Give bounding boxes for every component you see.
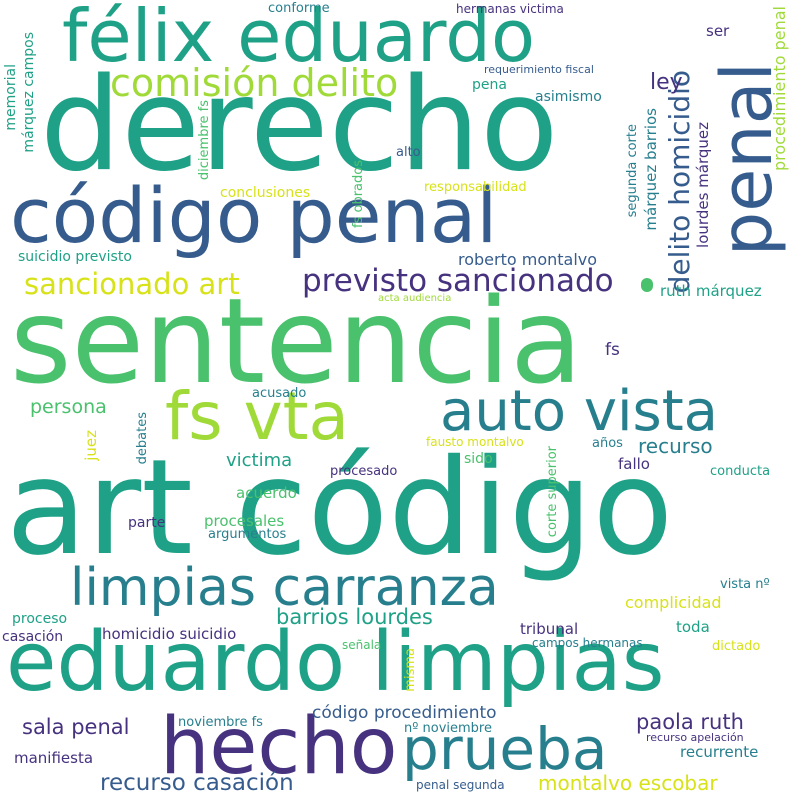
word-lourdes-marquez: lourdes márquez [694, 122, 712, 248]
word-sido: sido [464, 451, 493, 467]
word-hecho: hecho [160, 702, 398, 792]
word-recurrente: recurrente [680, 743, 759, 761]
word-roberto-montalvo: roberto montalvo [458, 250, 598, 269]
word-debates: debates [135, 412, 150, 465]
word-corte-superior: corte superior [545, 446, 560, 538]
word-hermanas-victima: hermanas victima [456, 2, 564, 16]
word-juez: juez [82, 430, 100, 461]
word-paola-ruth: paola ruth [636, 710, 744, 734]
word-fs-obrados: fs obrados [351, 160, 366, 228]
word-noviembre-fs: noviembre fs [178, 715, 263, 730]
word-memorial: memorial [3, 64, 19, 131]
word-sala-penal: sala penal [22, 715, 130, 739]
word-comision-delito: comisión delito [110, 61, 399, 105]
word-acusado: acusado [252, 386, 307, 401]
word-alto: alto [396, 145, 421, 160]
word-segunda-corte: segunda corte [625, 124, 640, 218]
word-vista-n: vista nº [720, 577, 770, 592]
word-fs-vta: fs vta [165, 378, 349, 455]
word-fausto-montalvo: fausto montalvo [426, 435, 524, 449]
word-felix-eduardo: félix eduardo [62, 0, 535, 78]
word-barrios-lourdes: barrios lourdes [276, 605, 433, 629]
word-toda: toda [676, 618, 710, 636]
word-homicidio-suicidio: homicidio suicidio [102, 625, 237, 643]
word-diciembre-fs: diciembre fs [197, 100, 212, 181]
word-procesado: procesado [330, 464, 398, 479]
word-procesales: procesales [204, 512, 285, 530]
word-misma: misma [403, 648, 418, 692]
word-fallo: fallo [618, 455, 650, 473]
word-acuerdo: acuerdo [236, 484, 297, 502]
word-manifiesta: manifiesta [14, 749, 94, 767]
word-codigo-penal: código penal [10, 171, 498, 260]
word-recurso: recurso [638, 434, 713, 458]
word-ser: ser [706, 22, 730, 40]
word-victima: victima [226, 450, 293, 471]
word-montalvo-escobar: montalvo escobar [538, 771, 718, 795]
word-sancionado-art: sancionado art [24, 267, 240, 301]
word-proceso: proceso [12, 611, 68, 627]
word-tribunal: tribunal [520, 620, 579, 638]
word-persona: persona [30, 396, 107, 418]
word-penal-segunda: penal segunda [416, 778, 505, 792]
word-auto-vista: auto vista [440, 379, 718, 444]
word-dictado: dictado [712, 639, 761, 654]
word-acta-audiencia: acta audiencia [378, 293, 452, 304]
word-campos-hermanas: campos hermanas [532, 636, 643, 650]
word-parte: parte [128, 515, 166, 531]
word-n-noviembre: nº noviembre [404, 721, 492, 736]
word-marquez-campos: márquez campos [21, 32, 37, 153]
word-ruth-marquez: ruth márquez [660, 282, 762, 300]
word-marquez-barrios: márquez barrios [642, 108, 660, 231]
word-ley: ley [650, 70, 683, 95]
word-argumentos: argumentos [208, 527, 287, 542]
word-casacion: casación [2, 629, 64, 645]
word-delito-homicidio: delito homicidio [663, 70, 696, 294]
word-pena: pena [472, 77, 507, 93]
word-conducta: conducta [710, 464, 771, 479]
word-art-codigo: art código [6, 431, 674, 585]
word-anos: años [592, 436, 623, 451]
word-sentencia: sentencia [10, 272, 583, 410]
word-procedimiento-penal: procedimiento penal [770, 6, 789, 171]
word-eduardo-limpias: eduardo limpias [6, 615, 665, 710]
word-codigo-procedimiento: código procedimiento [312, 703, 497, 723]
word-fs: fs [605, 340, 620, 360]
word-derecho: derecho [40, 51, 559, 200]
word-suicidio-previsto: suicidio previsto [18, 249, 132, 265]
word-recurso-casacion: recurso casación [100, 770, 294, 796]
word-asimismo: asimismo [535, 89, 602, 105]
word-limpias-carranza: limpias carranza [70, 558, 499, 618]
word-requerimiento-fiscal: requerimiento fiscal [484, 63, 594, 76]
word-conforme: conforme [268, 1, 330, 16]
word-recurso-apelacion: recurso apelación [646, 731, 744, 744]
word-senala: señala [342, 638, 382, 652]
word-responsabilidad: responsabilidad [424, 180, 527, 195]
word-prueba: prueba [402, 715, 608, 783]
word-previsto-sancionado: previsto sancionado [302, 263, 614, 299]
word-conclusiones: conclusiones [220, 185, 311, 201]
dot-mark [641, 278, 653, 292]
word-complicidad: complicidad [625, 593, 722, 612]
